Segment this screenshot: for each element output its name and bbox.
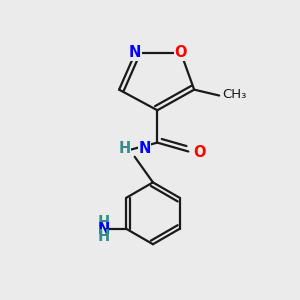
Text: O: O xyxy=(175,45,187,60)
Text: CH₃: CH₃ xyxy=(223,88,247,100)
Text: N: N xyxy=(98,222,110,237)
Text: H: H xyxy=(98,215,110,230)
Text: H: H xyxy=(118,141,131,156)
Text: O: O xyxy=(194,146,206,160)
Text: H: H xyxy=(98,229,110,244)
Text: N: N xyxy=(129,45,142,60)
Text: N: N xyxy=(138,141,151,156)
